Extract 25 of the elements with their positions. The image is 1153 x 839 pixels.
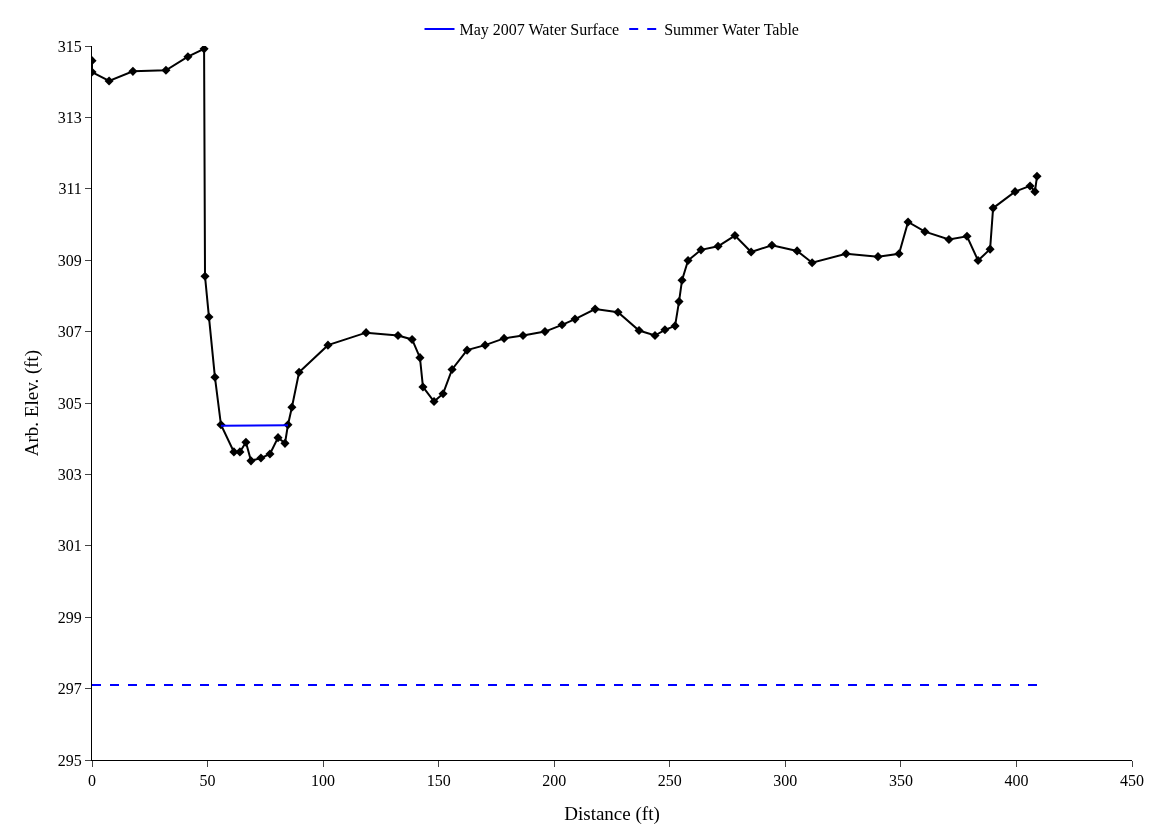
y-tick-label: 303 [57, 466, 82, 483]
y-tick-label: 297 [57, 680, 82, 698]
x-tick-label: 100 [311, 772, 336, 790]
x-tick-label: 450 [1120, 772, 1144, 790]
y-tick-label: 313 [57, 109, 82, 126]
y-axis-title: Arb. Elev. (ft) [20, 349, 43, 457]
y-tick-label: 315 [57, 37, 82, 55]
y-tick-label: 307 [57, 323, 82, 341]
y-tick-label: 311 [58, 180, 82, 198]
y-tick-label: 295 [57, 751, 82, 769]
legend-label: Summer Water Table [664, 21, 799, 39]
x-tick-label: 50 [199, 772, 216, 790]
x-tick-label: 300 [773, 772, 798, 790]
y-tick-label: 299 [57, 608, 82, 626]
legend-label: May 2007 Water Surface [459, 21, 620, 40]
y-tick-label: 305 [57, 394, 82, 412]
x-tick-label: 400 [1004, 772, 1029, 790]
x-tick-label: 350 [888, 772, 913, 790]
x-axis-title: Distance (ft) [564, 803, 660, 825]
x-tick-label: 250 [657, 772, 682, 790]
y-tick-label: 301 [57, 537, 82, 555]
y-tick-label: 309 [57, 251, 82, 269]
x-tick-label: 0 [88, 772, 96, 790]
x-tick-label: 150 [426, 772, 451, 790]
x-tick-label: 200 [542, 772, 567, 790]
